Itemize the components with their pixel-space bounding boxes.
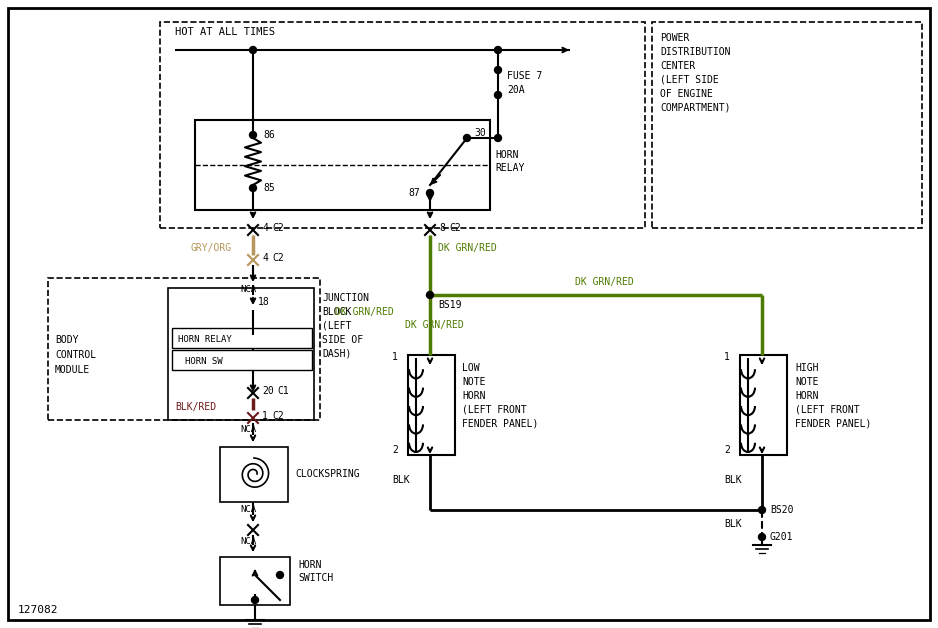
Circle shape — [251, 597, 259, 604]
Text: CENTER: CENTER — [660, 61, 695, 71]
Text: NCA: NCA — [240, 426, 256, 435]
Text: BLK: BLK — [724, 519, 742, 529]
Text: HORN: HORN — [495, 150, 519, 160]
Text: 85: 85 — [263, 183, 275, 193]
Bar — [160, 22, 645, 228]
Bar — [172, 328, 312, 348]
Text: MODULE: MODULE — [55, 365, 90, 375]
Text: HORN: HORN — [298, 560, 322, 570]
Text: SWITCH: SWITCH — [298, 573, 333, 583]
Bar — [172, 350, 312, 370]
Text: BLOCK: BLOCK — [322, 307, 352, 317]
Text: 2: 2 — [724, 445, 730, 455]
Text: RELAY: RELAY — [495, 163, 524, 173]
Text: 4: 4 — [262, 253, 268, 263]
Circle shape — [250, 185, 256, 192]
Text: DK GRN/RED: DK GRN/RED — [335, 307, 394, 317]
Circle shape — [759, 534, 765, 541]
Text: NCA: NCA — [240, 536, 256, 546]
Bar — [652, 22, 922, 228]
Text: FENDER PANEL): FENDER PANEL) — [462, 419, 538, 429]
Text: 2: 2 — [392, 445, 398, 455]
Text: (LEFT SIDE: (LEFT SIDE — [660, 75, 719, 85]
Text: DK GRN/RED: DK GRN/RED — [405, 320, 463, 330]
Text: DK GRN/RED: DK GRN/RED — [438, 243, 497, 253]
Text: 87: 87 — [408, 188, 419, 198]
Circle shape — [427, 190, 433, 197]
Bar — [195, 120, 490, 210]
Text: NOTE: NOTE — [795, 377, 819, 387]
Text: 1: 1 — [262, 411, 268, 421]
Text: POWER: POWER — [660, 33, 689, 43]
Text: HORN RELAY: HORN RELAY — [178, 335, 232, 345]
Circle shape — [277, 571, 283, 578]
Text: (LEFT FRONT: (LEFT FRONT — [795, 405, 859, 415]
Text: 4: 4 — [262, 223, 268, 233]
Text: 1: 1 — [392, 352, 398, 362]
Text: NOTE: NOTE — [462, 377, 486, 387]
Text: C2: C2 — [449, 223, 461, 233]
Text: C2: C2 — [272, 253, 284, 263]
Text: CONTROL: CONTROL — [55, 350, 96, 360]
Text: BLK: BLK — [392, 475, 410, 485]
Text: CLOCKSPRING: CLOCKSPRING — [295, 469, 359, 479]
Circle shape — [463, 134, 471, 141]
Text: 127082: 127082 — [18, 605, 58, 615]
Text: DISTRIBUTION: DISTRIBUTION — [660, 47, 731, 57]
Text: HORN: HORN — [795, 391, 819, 401]
Circle shape — [250, 46, 256, 53]
Text: GRY/ORG: GRY/ORG — [190, 243, 231, 253]
Text: (LEFT: (LEFT — [322, 321, 352, 331]
Text: FUSE 7: FUSE 7 — [507, 71, 542, 81]
Circle shape — [427, 291, 433, 298]
Text: BLK/RED: BLK/RED — [175, 402, 216, 412]
Bar — [220, 447, 288, 502]
Text: 8: 8 — [439, 223, 445, 233]
Text: HORN: HORN — [462, 391, 486, 401]
Circle shape — [494, 46, 502, 53]
Bar — [168, 288, 314, 420]
Text: FENDER PANEL): FENDER PANEL) — [795, 419, 871, 429]
Bar — [220, 557, 290, 605]
Text: COMPARTMENT): COMPARTMENT) — [660, 103, 731, 113]
Text: HORN SW: HORN SW — [185, 357, 222, 367]
Text: JUNCTION: JUNCTION — [322, 293, 369, 303]
Text: BS19: BS19 — [438, 300, 461, 310]
Text: HOT AT ALL TIMES: HOT AT ALL TIMES — [175, 27, 275, 37]
Text: NCA: NCA — [240, 506, 256, 514]
Text: LOW: LOW — [462, 363, 479, 373]
Text: BLK: BLK — [724, 475, 742, 485]
Circle shape — [250, 131, 256, 139]
Text: C2: C2 — [272, 411, 284, 421]
Text: BS20: BS20 — [770, 505, 794, 515]
Circle shape — [494, 67, 502, 73]
Text: C2: C2 — [272, 223, 284, 233]
Circle shape — [759, 507, 765, 514]
Text: DASH): DASH) — [322, 349, 352, 359]
Text: 30: 30 — [474, 128, 486, 138]
Circle shape — [494, 134, 502, 141]
Text: SIDE OF: SIDE OF — [322, 335, 363, 345]
Text: BODY: BODY — [55, 335, 79, 345]
Text: 1: 1 — [724, 352, 730, 362]
Text: 20A: 20A — [507, 85, 524, 95]
Text: G201: G201 — [770, 532, 794, 542]
Text: OF ENGINE: OF ENGINE — [660, 89, 713, 99]
Text: (LEFT FRONT: (LEFT FRONT — [462, 405, 526, 415]
Bar — [408, 355, 455, 455]
Text: HIGH: HIGH — [795, 363, 819, 373]
Text: DK GRN/RED: DK GRN/RED — [575, 277, 634, 287]
Bar — [48, 278, 320, 420]
Circle shape — [494, 92, 502, 99]
Text: 86: 86 — [263, 130, 275, 140]
Bar — [740, 355, 787, 455]
Text: NCA: NCA — [240, 286, 256, 295]
Text: C1: C1 — [277, 386, 289, 396]
Text: 20: 20 — [262, 386, 274, 396]
Text: 18: 18 — [258, 297, 270, 307]
